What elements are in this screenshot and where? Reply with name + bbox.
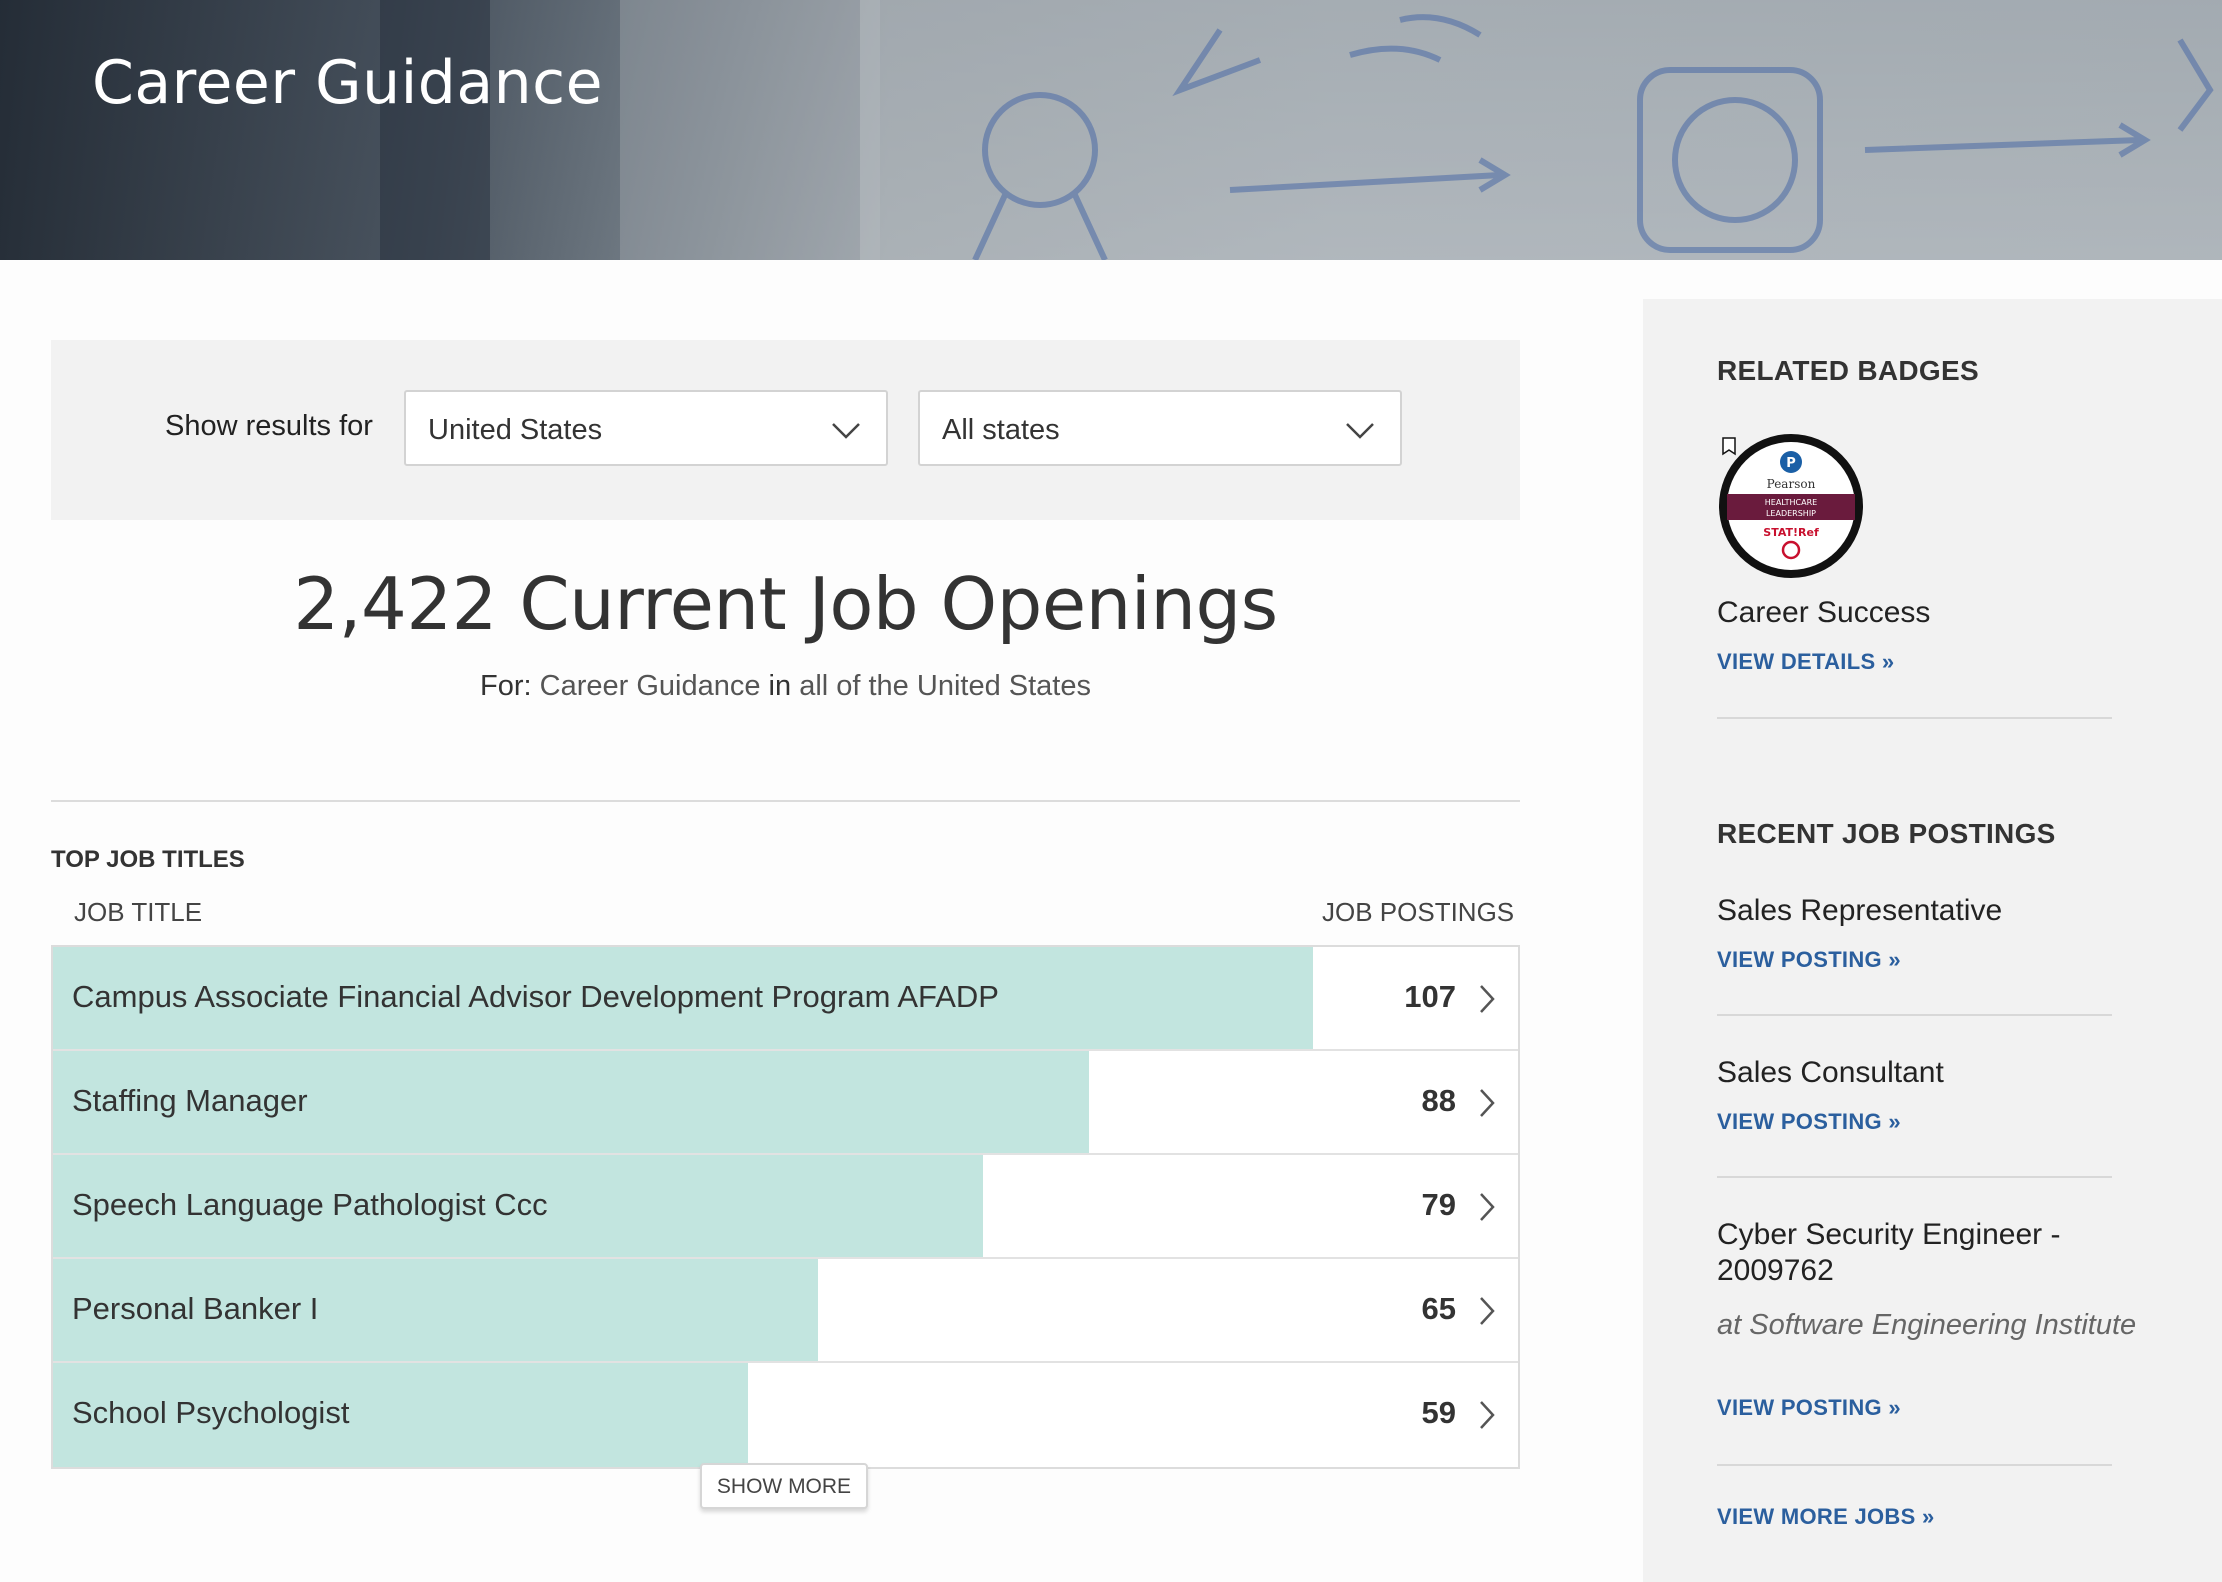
badge-name: Career Success — [1717, 596, 1931, 629]
postings-bar — [53, 1259, 819, 1361]
job-title: Campus Associate Financial Advisor Devel… — [72, 979, 999, 1014]
job-postings-count: 65 — [1421, 1291, 1456, 1326]
divider — [1717, 1464, 2112, 1466]
show-more-button[interactable]: SHOW MORE — [700, 1463, 868, 1509]
badge-line-2: LEADERSHIP — [1766, 509, 1816, 518]
job-count-subtitle: For: Career Guidance in all of the Unite… — [0, 670, 1571, 703]
job-postings-count: 107 — [1404, 979, 1456, 1014]
chevron-right-icon — [1480, 1089, 1495, 1117]
view-details-link[interactable]: VIEW DETAILS » — [1717, 649, 1895, 674]
job-count-title: 2,422 Current Job Openings — [293, 562, 1278, 646]
in-value: all of the United States — [799, 670, 1091, 702]
chevron-right-icon — [1480, 1401, 1495, 1429]
for-value: Career Guidance — [539, 670, 761, 702]
badge-line-3: STAT!Ref — [1763, 526, 1819, 539]
table-row[interactable]: Personal Banker I 65 — [53, 1259, 1518, 1363]
view-posting-link[interactable]: VIEW POSTING » — [1717, 1109, 1901, 1134]
chevron-right-icon — [1480, 1297, 1495, 1325]
sidebar: RELATED BADGES P Pearson HEALTHCARE LEAD… — [1643, 299, 2222, 1582]
table-row[interactable]: School Psychologist 59 — [53, 1363, 1518, 1467]
hero-sketch-illustration — [972, 14, 2214, 260]
view-posting-link[interactable]: VIEW POSTING » — [1717, 1395, 1901, 1420]
job-postings-count: 88 — [1421, 1083, 1456, 1118]
career-success-badge-image[interactable]: P Pearson HEALTHCARE LEADERSHIP STAT!Ref — [1717, 432, 1865, 580]
page-title: Career Guidance — [92, 48, 604, 118]
divider — [1717, 717, 2112, 719]
filter-label: Show results for — [165, 410, 373, 442]
divider — [1717, 1014, 2112, 1016]
country-select[interactable]: United States — [404, 390, 888, 466]
view-posting-link[interactable]: VIEW POSTING » — [1717, 947, 1901, 972]
job-title: School Psychologist — [72, 1395, 350, 1430]
table-row[interactable]: Staffing Manager 88 — [53, 1051, 1518, 1155]
state-select[interactable]: All states — [918, 390, 1402, 466]
chevron-right-icon — [1480, 985, 1495, 1013]
top-jobs-table: Campus Associate Financial Advisor Devel… — [51, 945, 1520, 1469]
table-row[interactable]: Speech Language Pathologist Ccc 79 — [53, 1155, 1518, 1259]
chevron-right-icon — [1480, 1193, 1495, 1221]
country-select-value: United States — [428, 414, 603, 446]
postings-bar — [53, 1051, 1090, 1153]
recent-job-postings-heading: RECENT JOB POSTINGS — [1717, 818, 2056, 849]
postings-bar — [53, 1363, 748, 1467]
hero-background-shape — [380, 0, 490, 260]
state-select-value: All states — [942, 414, 1060, 446]
hero-background-shape — [620, 0, 880, 260]
job-title: Speech Language Pathologist Ccc — [72, 1187, 548, 1222]
hero-banner: Career Guidance — [0, 0, 2222, 260]
posting-title: Sales Consultant — [1717, 1056, 1944, 1089]
column-header-job-postings: JOB POSTINGS — [1322, 897, 1515, 927]
column-header-job-title: JOB TITLE — [74, 897, 203, 927]
posting-title: Cyber Security Engineer - 2009762 — [1717, 1218, 2061, 1287]
posting-title: Sales Representative — [1717, 894, 2003, 927]
section-divider — [51, 800, 1520, 802]
top-job-titles-heading: TOP JOB TITLES — [51, 846, 245, 873]
job-title: Staffing Manager — [72, 1083, 308, 1118]
job-title: Personal Banker I — [72, 1291, 319, 1326]
for-label: For: — [480, 670, 532, 702]
job-postings-count: 79 — [1421, 1187, 1456, 1222]
view-more-jobs-link[interactable]: VIEW MORE JOBS » — [1717, 1504, 1935, 1529]
table-row[interactable]: Campus Associate Financial Advisor Devel… — [53, 947, 1518, 1051]
badge-line-1: HEALTHCARE — [1765, 498, 1817, 507]
filter-bar: Show results for United States All state… — [51, 340, 1520, 520]
postings-bar — [53, 947, 1313, 1049]
posting-company: at Software Engineering Institute — [1717, 1309, 2137, 1341]
divider — [1717, 1176, 2112, 1178]
job-postings-count: 59 — [1421, 1395, 1456, 1430]
badge-brand: Pearson — [1767, 477, 1816, 491]
postings-bar — [53, 1155, 984, 1257]
related-badges-heading: RELATED BADGES — [1717, 355, 1979, 386]
chevron-down-icon — [832, 423, 860, 439]
chevron-down-icon — [1346, 423, 1374, 439]
svg-text:P: P — [1786, 456, 1796, 471]
in-label: in — [768, 670, 792, 702]
